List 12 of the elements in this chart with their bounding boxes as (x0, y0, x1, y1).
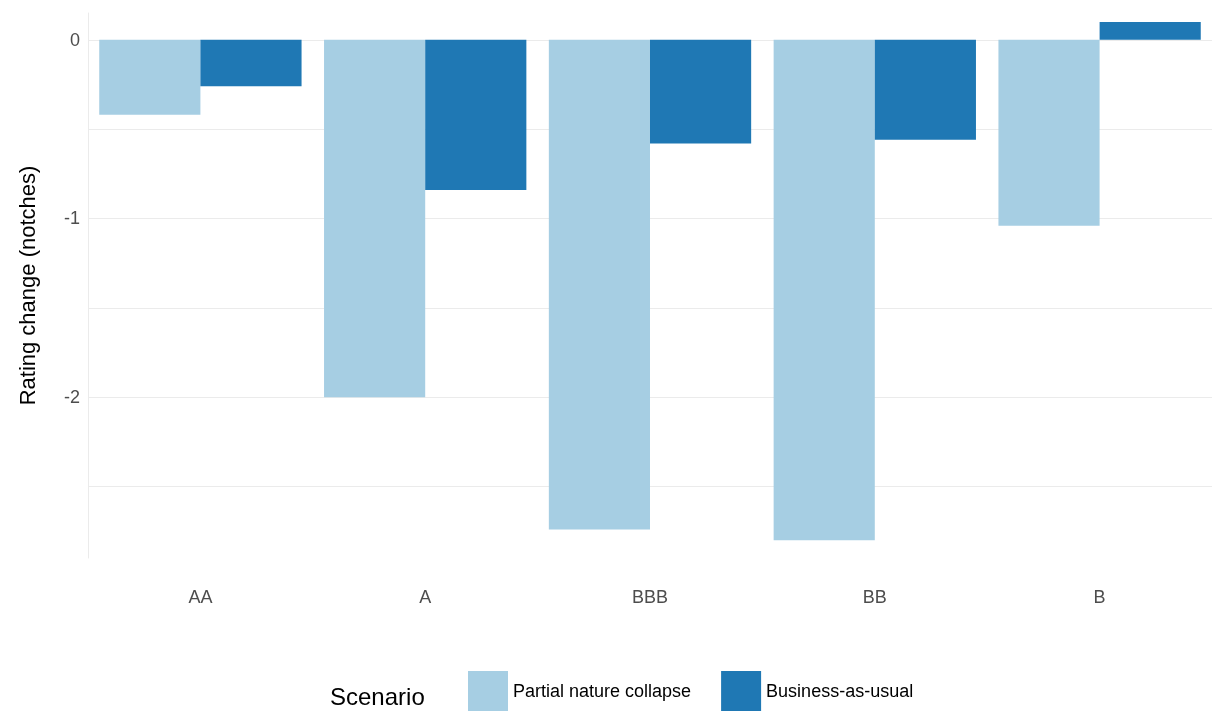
x-tick-label: BB (862, 587, 887, 607)
legend-label: Business-as-usual (766, 681, 914, 701)
x-tick-label: BBB (631, 587, 669, 607)
y-axis-title: Rating change (notches) (14, 165, 40, 406)
x-tick-label: AA (188, 587, 213, 607)
y-tick-label: -1 (63, 208, 80, 229)
legend-title: Scenario (330, 682, 425, 710)
x-tick-label: B (1093, 587, 1106, 607)
y-tick-label: 0 (69, 29, 80, 50)
y-tick-label: -2 (63, 387, 80, 408)
legend-label: Partial nature collapse (513, 681, 692, 701)
x-tick-label: A (419, 587, 432, 607)
